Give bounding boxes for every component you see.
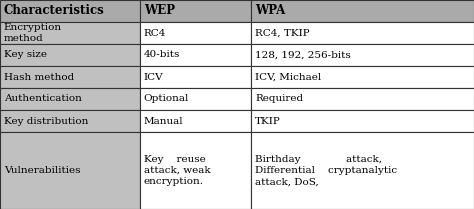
Text: RC4: RC4 <box>144 28 166 37</box>
Bar <box>251 0 474 22</box>
Bar <box>140 0 251 22</box>
Bar <box>0 88 140 110</box>
Bar <box>140 132 251 209</box>
Bar <box>0 0 140 22</box>
Text: TKIP: TKIP <box>255 116 281 125</box>
Bar <box>140 66 251 88</box>
Text: Key    reuse
attack, weak
encryption.: Key reuse attack, weak encryption. <box>144 154 210 186</box>
Text: Optional: Optional <box>144 94 189 103</box>
Text: Birthday              attack,
Differential    cryptanalytic
attack, DoS,: Birthday attack, Differential cryptanaly… <box>255 154 397 186</box>
Text: Encryption
method: Encryption method <box>4 23 62 43</box>
Text: WPA: WPA <box>255 5 285 18</box>
Text: 40-bits: 40-bits <box>144 51 180 60</box>
Text: Characteristics: Characteristics <box>4 5 105 18</box>
Text: Manual: Manual <box>144 116 183 125</box>
Text: WEP: WEP <box>144 5 174 18</box>
Bar <box>140 44 251 66</box>
Bar <box>251 110 474 132</box>
Bar <box>0 66 140 88</box>
Bar <box>140 110 251 132</box>
Bar <box>0 132 140 209</box>
Text: Authentication: Authentication <box>4 94 82 103</box>
Text: Vulnerabilities: Vulnerabilities <box>4 166 80 175</box>
Bar <box>251 22 474 44</box>
Text: RC4, TKIP: RC4, TKIP <box>255 28 310 37</box>
Bar <box>140 22 251 44</box>
Bar <box>251 44 474 66</box>
Bar <box>0 44 140 66</box>
Bar <box>251 88 474 110</box>
Text: Key distribution: Key distribution <box>4 116 88 125</box>
Text: Required: Required <box>255 94 303 103</box>
Text: ICV, Michael: ICV, Michael <box>255 73 321 82</box>
Text: Key size: Key size <box>4 51 47 60</box>
Text: ICV: ICV <box>144 73 163 82</box>
Bar <box>251 132 474 209</box>
Bar <box>0 22 140 44</box>
Text: Hash method: Hash method <box>4 73 74 82</box>
Bar <box>251 66 474 88</box>
Bar <box>140 88 251 110</box>
Text: 128, 192, 256-bits: 128, 192, 256-bits <box>255 51 351 60</box>
Bar <box>0 110 140 132</box>
